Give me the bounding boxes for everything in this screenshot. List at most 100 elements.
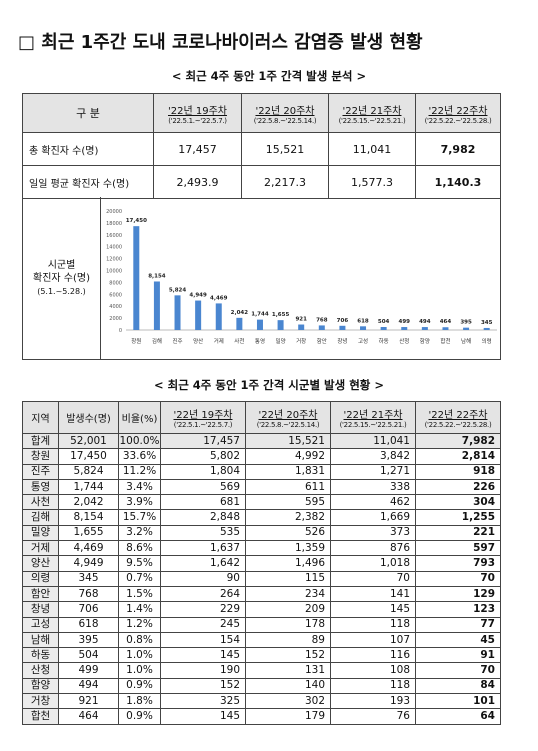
y-tick-label: 18000 — [106, 221, 122, 227]
cell: 921 — [58, 693, 119, 710]
cell: 11.2% — [118, 463, 161, 480]
cell: 140 — [245, 677, 331, 695]
week-range: ('22.5.8.~'22.5.14.) — [253, 116, 317, 125]
chart-label: 확진자 수(명) — [33, 272, 90, 284]
cell: 1,359 — [245, 540, 331, 557]
cell: 거창 — [22, 693, 59, 710]
cell: 325 — [160, 693, 246, 710]
y-tick-label: 20000 — [106, 209, 122, 215]
cell: 116 — [330, 647, 416, 664]
row: 하동 504 1.0% 145 152 116 91 — [22, 647, 501, 664]
cell: 793 — [415, 555, 501, 572]
cell: 100.0% — [118, 432, 161, 450]
row: 거제 4,469 8.6% 1,637 1,359 876 597 — [22, 540, 501, 557]
cell: 1.0% — [118, 647, 161, 664]
cell: 0.8% — [118, 631, 161, 649]
cell: 178 — [245, 616, 331, 633]
cell: 15,521 — [241, 132, 329, 166]
x-tick-label: 의령 — [481, 337, 491, 345]
value-label: 618 — [357, 318, 369, 324]
cell: 597 — [415, 540, 501, 557]
header-cell: '22년 19주차 ('22.5.1.~'22.5.7.) — [153, 93, 242, 133]
cell: 373 — [330, 524, 416, 542]
value-label: 464 — [439, 319, 451, 325]
header-cell: '22년 22주차 ('22.5.22.~'22.5.28.) — [415, 401, 501, 434]
cell: 70 — [415, 662, 501, 679]
value-label: 494 — [419, 319, 431, 325]
cell: 1.2% — [118, 616, 161, 633]
x-tick-label: 창녕 — [337, 337, 347, 345]
cell: 2,217.3 — [241, 165, 329, 199]
cell: 45 — [415, 631, 501, 649]
week-range: ('22.5.15.~'22.5.21.) — [339, 421, 407, 429]
cell: 131 — [245, 662, 331, 679]
cell: 0.9% — [118, 708, 161, 725]
y-tick-label: 8000 — [109, 280, 122, 286]
cell: 17,457 — [153, 132, 242, 166]
section-heading: < 최근 4주 동안 1주 간격 시군별 발생 현황 > — [153, 378, 384, 392]
row: 일일 평균 확진자 수(명) 2,493.9 2,217.3 1,577.3 1,140… — [22, 165, 501, 199]
cell: 504 — [58, 647, 119, 664]
header-cell: 발생수(명) — [58, 401, 119, 434]
cell: 395 — [58, 631, 119, 649]
value-label: 5,824 — [168, 287, 186, 293]
cell: 2,493.9 — [153, 165, 242, 199]
row: 총 확진자 수(명) 17,457 15,521 11,041 7,982 — [22, 132, 501, 166]
chart-cell: 0 2000 4000 6000 8000 10000 12000 14000 16000 180… — [100, 197, 501, 360]
week-range: ('22.5.15.~'22.5.21.) — [338, 116, 406, 125]
cell: 145 — [160, 708, 246, 725]
cell: 4,469 — [58, 540, 119, 557]
x-tick-label: 양산 — [193, 337, 203, 345]
row: 고성 618 1.2% 245 178 118 77 — [22, 616, 501, 633]
bar — [441, 327, 448, 330]
x-tick-label: 창원 — [131, 337, 141, 345]
cell: 1,804 — [160, 463, 246, 480]
cell: 115 — [245, 570, 331, 587]
cell: 918 — [415, 463, 501, 480]
cell: 남해 — [22, 631, 59, 649]
cell: 52,001 — [58, 432, 119, 450]
cell: 129 — [415, 585, 501, 603]
cell: 77 — [415, 616, 501, 633]
cell: 108 — [330, 662, 416, 679]
cell: 64 — [415, 708, 501, 725]
cell: 5,824 — [58, 463, 119, 480]
value-label: 4,949 — [189, 293, 207, 299]
cell: 0.7% — [118, 570, 161, 587]
header-row: 지역 발생수(명) 비율(%) '22년 19주차 ('22.5.1.~'22.5.7.… — [22, 401, 501, 434]
cell: 1.5% — [118, 585, 161, 603]
y-tick-label: 14000 — [106, 245, 122, 251]
x-tick-label: 산청 — [399, 337, 409, 345]
cell: 15.7% — [118, 509, 161, 526]
cell: 209 — [245, 601, 331, 618]
cell: 535 — [160, 524, 246, 542]
cell: 1.0% — [118, 662, 161, 679]
row: 의령 345 0.7% 90 115 70 70 — [22, 570, 501, 587]
row: 거창 921 1.8% 325 302 193 101 — [22, 693, 501, 710]
cell: 876 — [330, 540, 416, 557]
cell: 234 — [245, 585, 331, 603]
cell: 2,814 — [415, 448, 501, 465]
cell: 1,669 — [330, 509, 416, 526]
cell: 1,655 — [58, 524, 119, 542]
cell: 3,842 — [330, 448, 416, 465]
cell: 하동 — [22, 647, 59, 664]
cell: 152 — [245, 647, 331, 664]
x-tick-label: 진주 — [172, 337, 182, 345]
row: 통영 1,744 3.4% 569 611 338 226 — [22, 478, 501, 496]
row: 김해 8,154 15.7% 2,848 2,382 1,669 1,255 — [22, 509, 501, 526]
row: 합천 464 0.9% 145 179 76 64 — [22, 708, 501, 725]
y-tick-label: 6000 — [109, 292, 122, 298]
x-tick-label: 사천 — [234, 337, 244, 345]
week-range: ('22.5.1.~'22.5.7.) — [173, 421, 233, 429]
bar — [380, 327, 387, 330]
header-cell: '22년 21주차 ('22.5.15.~'22.5.21.) — [328, 93, 416, 133]
cell: 1,577.3 — [328, 165, 416, 199]
bar — [359, 326, 366, 330]
cell: 1,018 — [330, 555, 416, 572]
cell: 499 — [58, 662, 119, 679]
cell: 1.8% — [118, 693, 161, 710]
row: 창원 17,450 33.6% 5,802 4,992 3,842 2,814 — [22, 448, 501, 465]
cell: 464 — [58, 708, 119, 725]
cell: 일일 평균 확진자 수(명) — [22, 165, 154, 199]
